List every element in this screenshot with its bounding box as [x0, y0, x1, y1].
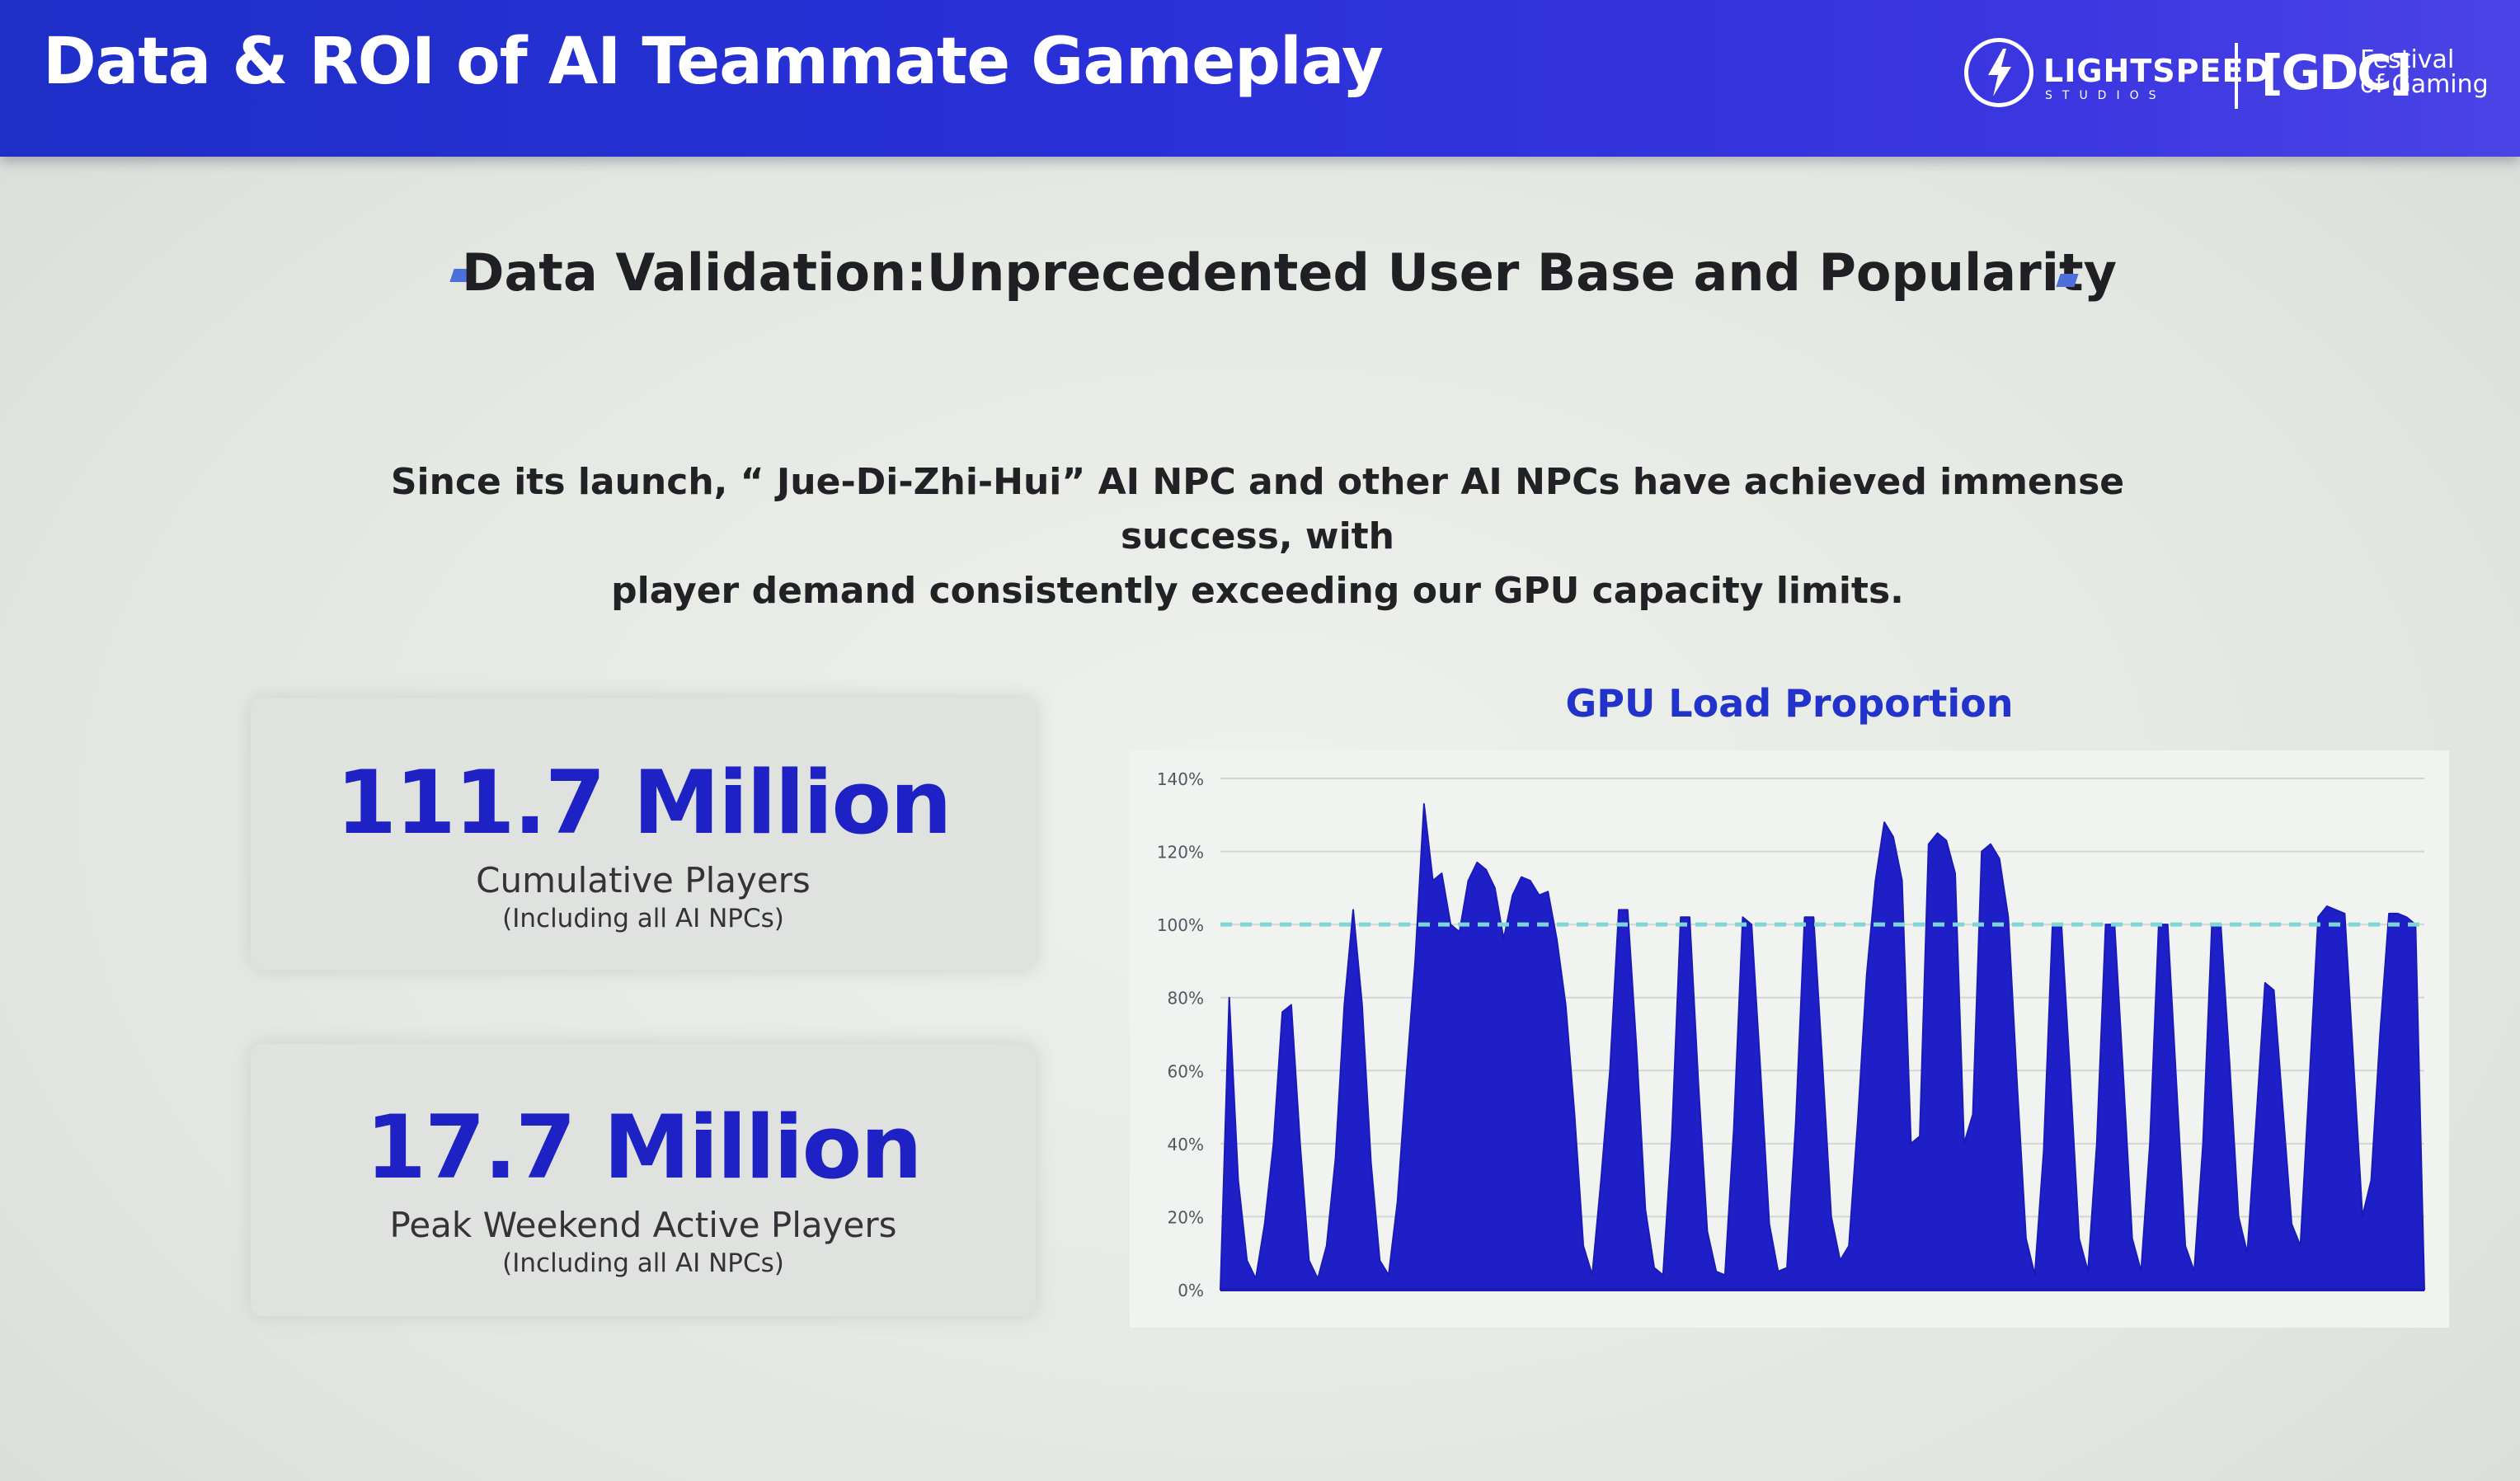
gdc-festival-text: Festival of Gaming	[2360, 48, 2492, 97]
stat-card-peak-weekend: 17.7 Million Peak Weekend Active Players…	[251, 1044, 1036, 1316]
header-bar: Data & ROI of AI Teammate Gameplay LIGHT…	[0, 0, 2520, 157]
description-line-2: player demand consistently exceeding our…	[611, 570, 1904, 612]
stat-card-cumulative: 111.7 Million Cumulative Players (Includ…	[251, 698, 1036, 970]
lightspeed-wordmark: LIGHTSPEED	[2043, 53, 2271, 89]
stat-value: 111.7 Million	[336, 752, 952, 853]
gdc-logo: [GDC]	[2261, 45, 2412, 101]
y-tick-label: 120%	[1157, 843, 1204, 863]
lightspeed-logo-icon	[1964, 38, 2033, 107]
subheading: Data Validation:Unprecedented User Base …	[462, 242, 2118, 303]
slide-title: Data & ROI of AI Teammate Gameplay	[43, 25, 1384, 99]
gdc-festival-line2: of Gaming	[2360, 70, 2489, 99]
gpu-load-chart: 0% 20% 40% 60% 80% 100% 120% 140%	[1130, 750, 2449, 1328]
stat-note: (Including all AI NPCs)	[502, 904, 784, 933]
partner-logos: LIGHTSPEED STUDIOS [GDC] Festival of Gam…	[1954, 38, 2499, 120]
logo-divider	[2235, 43, 2238, 109]
description: Since its launch, “ Jue-Di-Zhi-Hui” AI N…	[346, 455, 2169, 618]
chart-title: GPU Load Proportion	[1565, 681, 2014, 726]
y-tick-label: 80%	[1168, 989, 1204, 1008]
y-tick-label: 20%	[1168, 1207, 1204, 1227]
stat-note: (Including all AI NPCs)	[502, 1248, 784, 1278]
y-tick-label: 100%	[1157, 915, 1204, 935]
gdc-festival-line1: Festival	[2360, 45, 2455, 74]
lightspeed-subtitle: STUDIOS	[2045, 89, 2166, 102]
stat-value: 17.7 Million	[365, 1097, 923, 1198]
y-tick-label: 140%	[1157, 769, 1204, 789]
stat-label: Cumulative Players	[476, 860, 811, 900]
stat-label: Peak Weekend Active Players	[389, 1205, 897, 1245]
y-tick-label: 40%	[1168, 1135, 1204, 1154]
y-tick-label: 60%	[1168, 1061, 1204, 1081]
description-line-1: Since its launch, “ Jue-Di-Zhi-Hui” AI N…	[390, 461, 2125, 557]
y-tick-label: 0%	[1178, 1281, 1204, 1300]
